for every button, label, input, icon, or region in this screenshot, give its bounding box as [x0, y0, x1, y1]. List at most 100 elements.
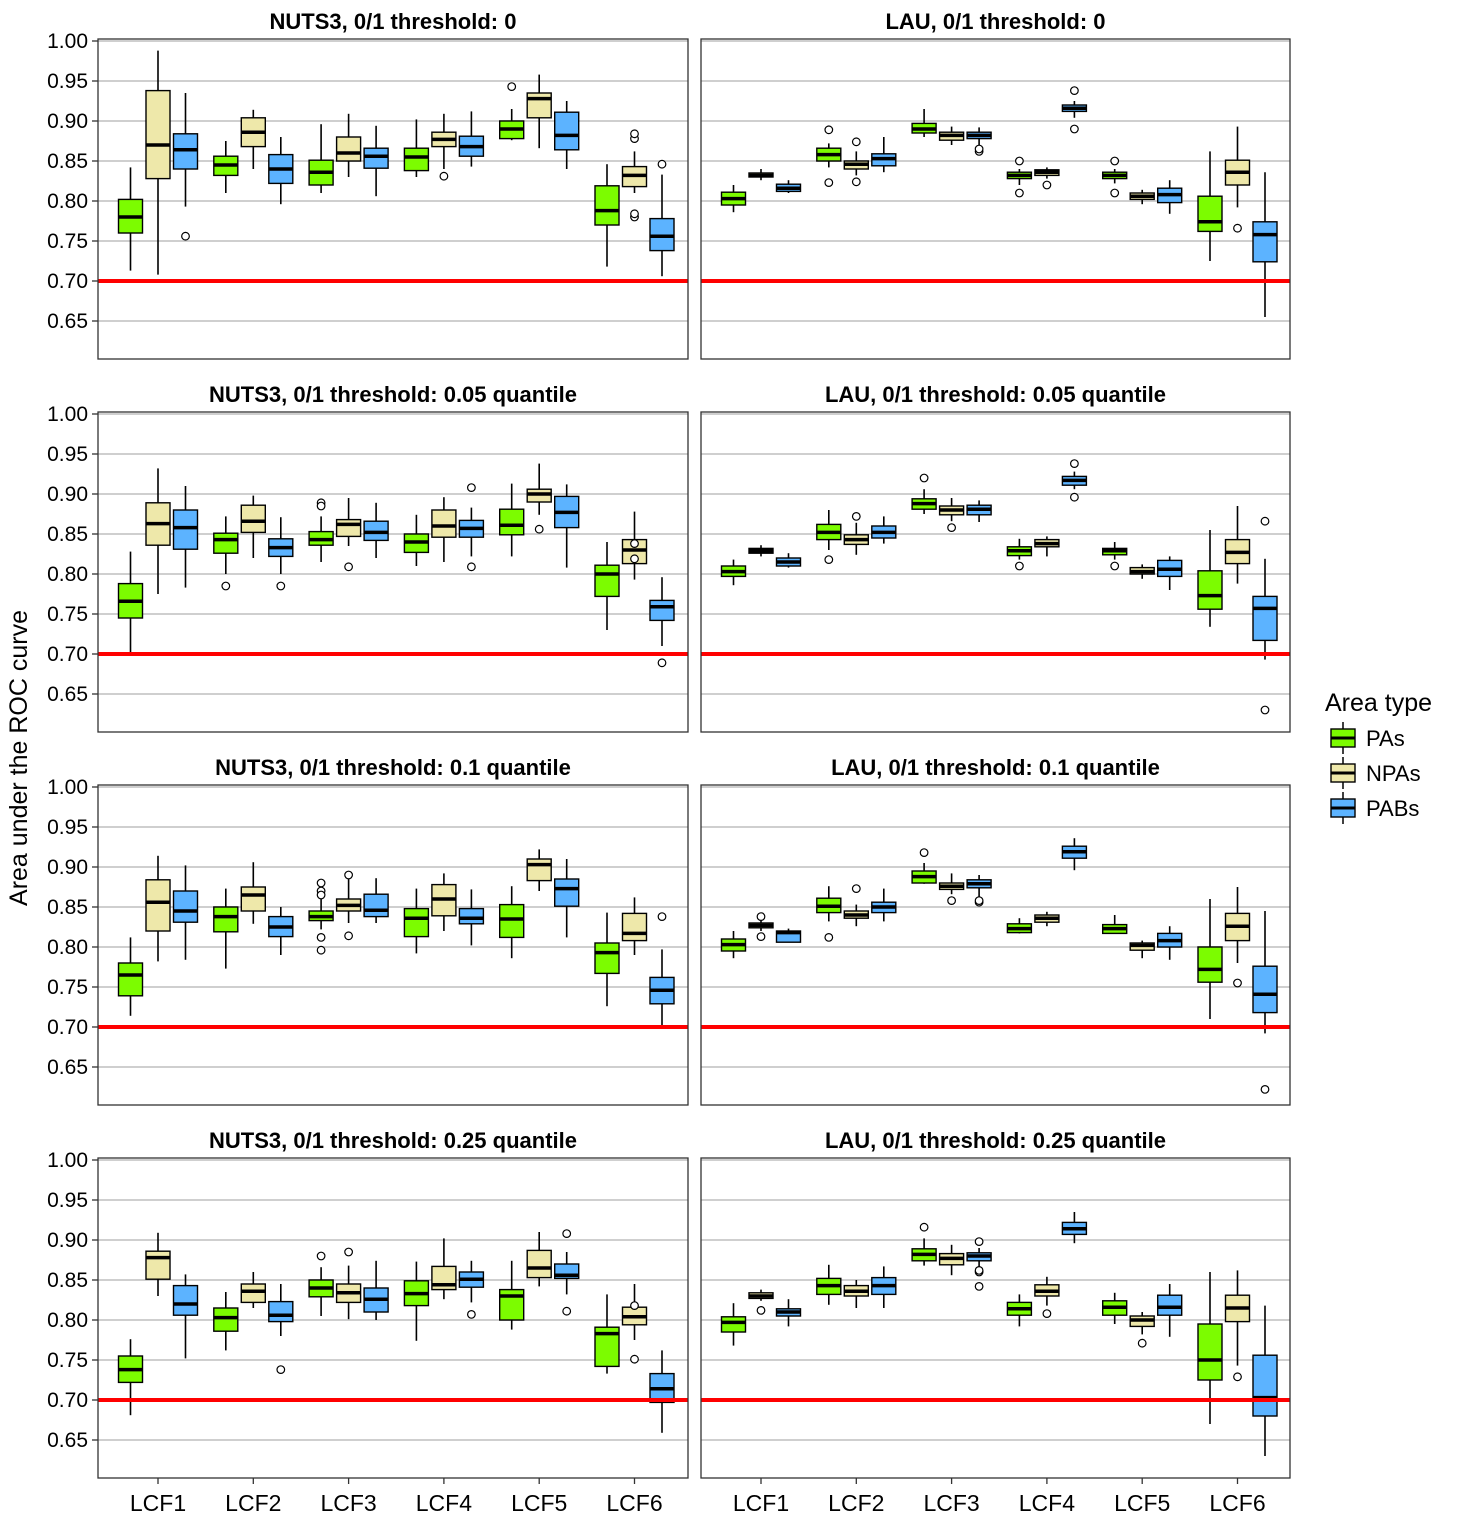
box-body [594, 185, 620, 226]
outlier-point [756, 912, 766, 921]
box-npas [335, 870, 362, 941]
outlier-point [467, 562, 476, 572]
box-body [240, 1283, 267, 1304]
y-tick-label: 0.75 [47, 603, 88, 626]
panel: LAU, 0/1 threshold: 0.05 quantile [700, 382, 1291, 733]
x-tick-label: LCF6 [1209, 1490, 1265, 1513]
box-npas [1034, 1276, 1060, 1318]
box-pabs [554, 859, 580, 938]
x-tick-label: LCF3 [923, 1490, 979, 1513]
box-body [403, 147, 430, 172]
y-tick-label: 0.80 [47, 1309, 88, 1332]
box-pabs [966, 127, 992, 156]
outlier-point [507, 82, 517, 91]
box-npas [431, 497, 457, 562]
box-body [145, 89, 171, 180]
box-pabs [268, 137, 294, 205]
box-npas [621, 511, 648, 580]
outlier-point [562, 1306, 572, 1316]
outlier-point [974, 1265, 984, 1275]
box-pas [816, 886, 842, 942]
box-npas [431, 113, 457, 181]
panel-border [700, 38, 1291, 360]
box-body [240, 504, 267, 534]
box-npas [938, 1244, 965, 1276]
outlier-point [1260, 705, 1270, 715]
x-tick-label: LCF5 [1114, 1490, 1170, 1513]
y-tick-label: 0.95 [47, 1189, 88, 1212]
box-npas [1034, 536, 1060, 557]
panel-border [97, 784, 689, 1106]
box-pas [213, 1292, 239, 1351]
box-body [554, 111, 580, 151]
box-pabs [775, 1299, 802, 1327]
panel: NUTS3, 0/1 threshold: 0.1 quantile [97, 755, 689, 1106]
box-npas [240, 109, 267, 169]
box-pas [1006, 156, 1033, 198]
box-npas [1224, 887, 1251, 988]
box-npas [1129, 940, 1155, 959]
box-npas [1224, 1270, 1251, 1382]
y-tick-label: 0.70 [47, 643, 88, 666]
outlier-point [919, 848, 929, 857]
panel-background [98, 1158, 688, 1478]
box-pabs [363, 502, 389, 558]
outlier-point [1137, 1338, 1147, 1348]
box-pas [911, 109, 937, 137]
box-body [172, 509, 199, 550]
outlier-point [630, 209, 639, 219]
box-npas [526, 1232, 552, 1287]
panel-background [98, 39, 688, 359]
box-npas [335, 498, 362, 572]
box-body [213, 532, 239, 554]
box-body [1252, 1354, 1278, 1417]
box-body [172, 890, 199, 923]
y-tick-label: 0.90 [47, 110, 88, 133]
box-pabs [1156, 926, 1183, 960]
box-body [335, 518, 362, 538]
box-body [403, 907, 430, 938]
outlier-point [1233, 223, 1242, 233]
outlier-point [344, 870, 354, 880]
box-pabs [1156, 180, 1183, 214]
panel-background [98, 785, 688, 1105]
box-pabs [1252, 172, 1278, 317]
box-pas [308, 124, 334, 193]
box-pas [117, 937, 144, 1016]
box-npas [1224, 126, 1251, 233]
legend-item-pas: PAs [1330, 722, 1405, 754]
y-tick-label: 0.75 [47, 976, 88, 999]
box-body [213, 1307, 239, 1332]
panel-background [701, 412, 1290, 732]
box-pas [594, 912, 620, 1007]
outlier-point [1015, 561, 1024, 571]
y-tick-label: 0.85 [47, 896, 88, 919]
box-pas [720, 1303, 747, 1346]
outlier-point [824, 178, 834, 188]
box-npas [843, 884, 869, 927]
outlier-point [1233, 978, 1242, 988]
box-pas [213, 888, 239, 969]
panel: LAU, 0/1 threshold: 0.25 quantile [700, 1128, 1291, 1479]
box-npas [748, 169, 774, 181]
outlier-point [316, 878, 326, 888]
box-pabs [1156, 1284, 1183, 1337]
box-body [172, 1284, 199, 1316]
box-body [1197, 1323, 1223, 1381]
y-tick-label: 0.85 [47, 1269, 88, 1292]
box-pabs [649, 159, 675, 277]
outlier-point [316, 501, 326, 511]
box-pas [1101, 156, 1128, 198]
box-pas [720, 559, 747, 586]
box-pabs [458, 1260, 485, 1319]
outlier-point [630, 1354, 639, 1364]
box-npas [145, 468, 171, 594]
outlier-point [1260, 1084, 1270, 1094]
panel-title: LAU, 0/1 threshold: 0.05 quantile [825, 382, 1166, 407]
box-pabs [775, 928, 802, 943]
box-pabs [1156, 556, 1183, 590]
outlier-point [919, 1222, 929, 1232]
box-pabs [268, 1284, 294, 1374]
y-tick-label: 0.95 [47, 443, 88, 466]
